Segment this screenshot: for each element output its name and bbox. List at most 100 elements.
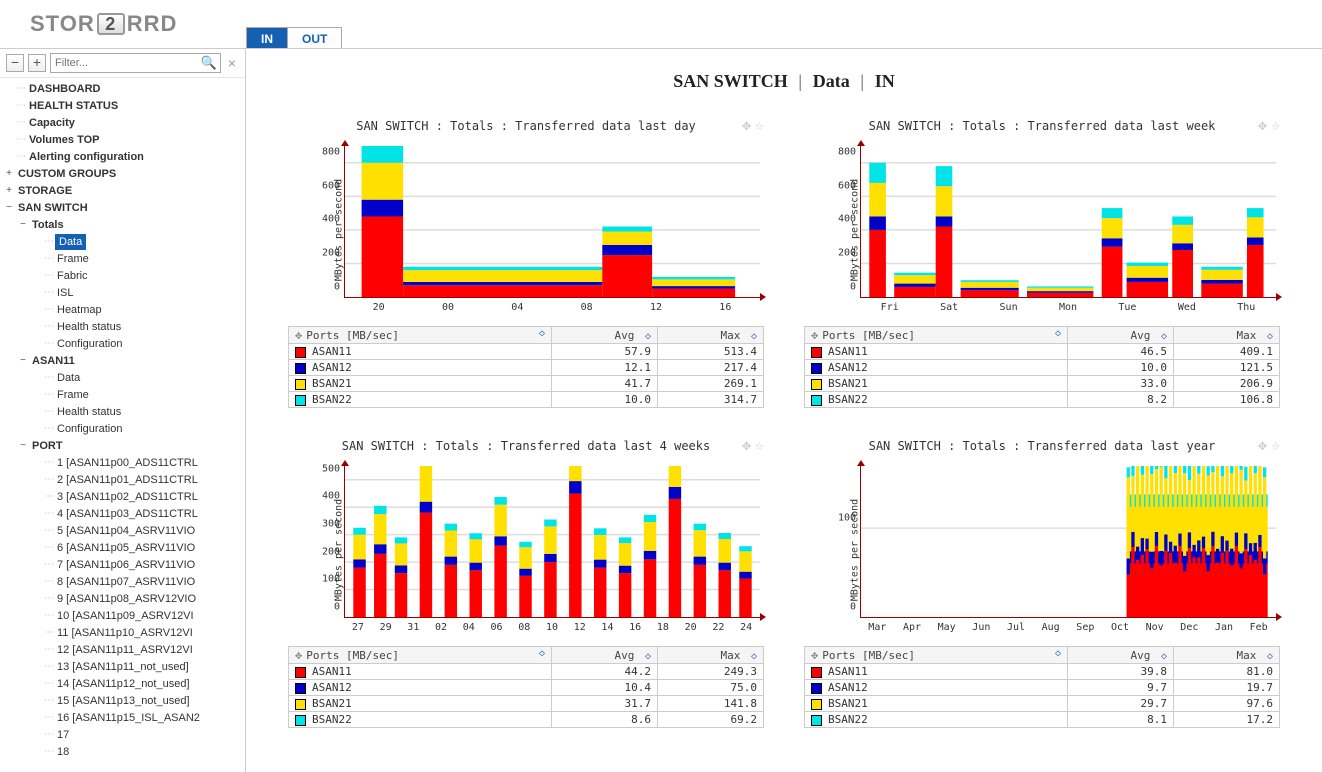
y-tick: 800 <box>322 146 340 157</box>
tree-item[interactable]: Health status <box>55 319 123 335</box>
legend-col-avg[interactable]: Avg ◇ <box>552 327 658 344</box>
tree-item[interactable]: 18 <box>55 744 71 760</box>
tree-item[interactable]: CUSTOM GROUPS <box>16 166 118 182</box>
tree-item[interactable]: 5 [ASAN11p04_ASRV11VIO <box>55 523 197 539</box>
y-tick: 100 <box>838 512 856 523</box>
tree-item[interactable]: 11 [ASAN11p10_ASRV12VI <box>55 625 195 641</box>
legend-col-ports[interactable]: ✥Ports [MB/sec]◇ <box>289 327 552 344</box>
tree-item[interactable]: Totals <box>30 217 66 233</box>
tree-item[interactable]: Alerting configuration <box>27 149 146 165</box>
legend-row: BSAN2141.7269.1 <box>289 376 764 392</box>
y-tick: 0 <box>334 602 340 613</box>
legend-col-avg[interactable]: Avg ◇ <box>1068 647 1174 664</box>
legend-col-max[interactable]: Max ◇ <box>1174 647 1280 664</box>
tree-twisty[interactable]: − <box>16 353 30 369</box>
move-icon[interactable]: ✥ <box>1258 116 1267 134</box>
expand-all-button[interactable]: + <box>28 54 46 72</box>
tree-item[interactable]: Capacity <box>27 115 77 131</box>
x-tick: 14 <box>601 622 613 633</box>
x-tick: May <box>938 622 956 633</box>
tree-item[interactable]: SAN SWITCH <box>16 200 90 216</box>
x-tick: Fri <box>881 302 899 313</box>
move-icon[interactable]: ✥ <box>742 436 751 454</box>
legend-col-ports[interactable]: ✥Ports [MB/sec]◇ <box>289 647 552 664</box>
close-sidebar-button[interactable]: × <box>225 55 239 71</box>
tree-item[interactable]: 6 [ASAN11p05_ASRV11VIO <box>55 540 197 556</box>
tree-item[interactable]: Heatmap <box>55 302 104 318</box>
tree-item[interactable]: 9 [ASAN11p08_ASRV12VIO <box>55 591 198 607</box>
tree-twisty[interactable]: − <box>16 217 30 233</box>
legend-row: ASAN1210.475.0 <box>289 680 764 696</box>
tree-twisty[interactable]: + <box>2 183 16 199</box>
legend-col-avg[interactable]: Avg ◇ <box>552 647 658 664</box>
tree-item[interactable]: ASAN11 <box>30 353 77 369</box>
tree-item[interactable]: PORT <box>30 438 65 454</box>
tree-item[interactable]: 12 [ASAN11p11_ASRV12VI <box>55 642 195 658</box>
tree-item[interactable]: Data <box>55 370 82 386</box>
tree-item[interactable]: 8 [ASAN11p07_ASRV11VIO <box>55 574 197 590</box>
tree-twisty[interactable]: + <box>2 166 16 182</box>
tree-item[interactable]: Fabric <box>55 268 90 284</box>
tree-item[interactable]: Configuration <box>55 421 124 437</box>
star-icon[interactable]: ☆ <box>1271 436 1280 454</box>
tree-item[interactable]: Frame <box>55 387 91 403</box>
move-icon[interactable]: ✥ <box>742 116 751 134</box>
legend-col-ports[interactable]: ✥Ports [MB/sec]◇ <box>805 647 1068 664</box>
plot <box>344 146 760 298</box>
tree-item[interactable]: HEALTH STATUS <box>27 98 120 114</box>
star-icon[interactable]: ☆ <box>1271 116 1280 134</box>
legend-table: ✥Ports [MB/sec]◇Avg ◇Max ◇ASAN1139.881.0… <box>804 646 1280 728</box>
tree-item[interactable]: 7 [ASAN11p06_ASRV11VIO <box>55 557 197 573</box>
legend-col-max[interactable]: Max ◇ <box>658 647 764 664</box>
legend-row: BSAN2133.0206.9 <box>805 376 1280 392</box>
star-icon[interactable]: ☆ <box>755 116 764 134</box>
tree-item[interactable]: 3 [ASAN11p02_ADS11CTRL <box>55 489 200 505</box>
y-tick: 400 <box>322 214 340 225</box>
tree-item[interactable]: 15 [ASAN11p13_not_used] <box>55 693 192 709</box>
tree-twisty[interactable]: − <box>16 438 30 454</box>
collapse-all-button[interactable]: − <box>6 54 24 72</box>
chart-block: SAN SWITCH : Totals : Transferred data l… <box>804 116 1280 408</box>
x-tick: 12 <box>574 622 586 633</box>
search-icon[interactable]: 🔍 <box>201 55 217 71</box>
tree-item[interactable]: 1 [ASAN11p00_ADS11CTRL <box>55 455 200 471</box>
filter-input[interactable] <box>51 54 220 72</box>
tab-in[interactable]: IN <box>246 27 288 48</box>
tab-out[interactable]: OUT <box>287 27 342 48</box>
tree-item[interactable]: DASHBOARD <box>27 81 103 97</box>
x-tick: Aug <box>1042 622 1060 633</box>
tree-item[interactable]: 2 [ASAN11p01_ADS11CTRL <box>55 472 200 488</box>
legend-col-ports[interactable]: ✥Ports [MB/sec]◇ <box>805 327 1068 344</box>
tree-item[interactable]: Health status <box>55 404 123 420</box>
legend-col-max[interactable]: Max ◇ <box>1174 327 1280 344</box>
x-tick: 06 <box>491 622 503 633</box>
tree-item[interactable]: Volumes TOP <box>27 132 102 148</box>
tree-twisty[interactable]: − <box>2 200 16 216</box>
y-tick: 600 <box>322 180 340 191</box>
x-tick: Feb <box>1250 622 1268 633</box>
y-tick: 500 <box>322 463 340 474</box>
tree-item[interactable]: 17 <box>55 727 71 743</box>
move-icon[interactable]: ✥ <box>1258 436 1267 454</box>
tree-item[interactable]: 4 [ASAN11p03_ADS11CTRL <box>55 506 200 522</box>
tree-item[interactable]: Data <box>55 234 86 250</box>
x-tick: 00 <box>442 302 454 313</box>
tree-item[interactable]: Configuration <box>55 336 124 352</box>
tree-item[interactable]: STORAGE <box>16 183 74 199</box>
x-tick: 16 <box>629 622 641 633</box>
tree-item[interactable]: 13 [ASAN11p11_not_used] <box>55 659 191 675</box>
tree-item[interactable]: 16 [ASAN11p15_ISL_ASAN2 <box>55 710 202 726</box>
charts-grid: SAN SWITCH : Totals : Transferred data l… <box>258 116 1310 728</box>
star-icon[interactable]: ☆ <box>755 436 764 454</box>
tree-item[interactable]: ISL <box>55 285 76 301</box>
tree-scroll[interactable]: ⋯DASHBOARD⋯HEALTH STATUS⋯Capacity⋯Volume… <box>0 78 245 772</box>
y-tick: 0 <box>334 282 340 293</box>
tree-item[interactable]: Frame <box>55 251 91 267</box>
tree-item[interactable]: 10 [ASAN11p09_ASRV12VI <box>55 608 196 624</box>
tree-item[interactable]: 14 [ASAN11p12_not_used] <box>55 676 192 692</box>
plot <box>860 466 1276 618</box>
legend-col-avg[interactable]: Avg ◇ <box>1068 327 1174 344</box>
x-tick: 10 <box>546 622 558 633</box>
logo: STOR 2 RRD <box>0 0 246 48</box>
legend-col-max[interactable]: Max ◇ <box>658 327 764 344</box>
